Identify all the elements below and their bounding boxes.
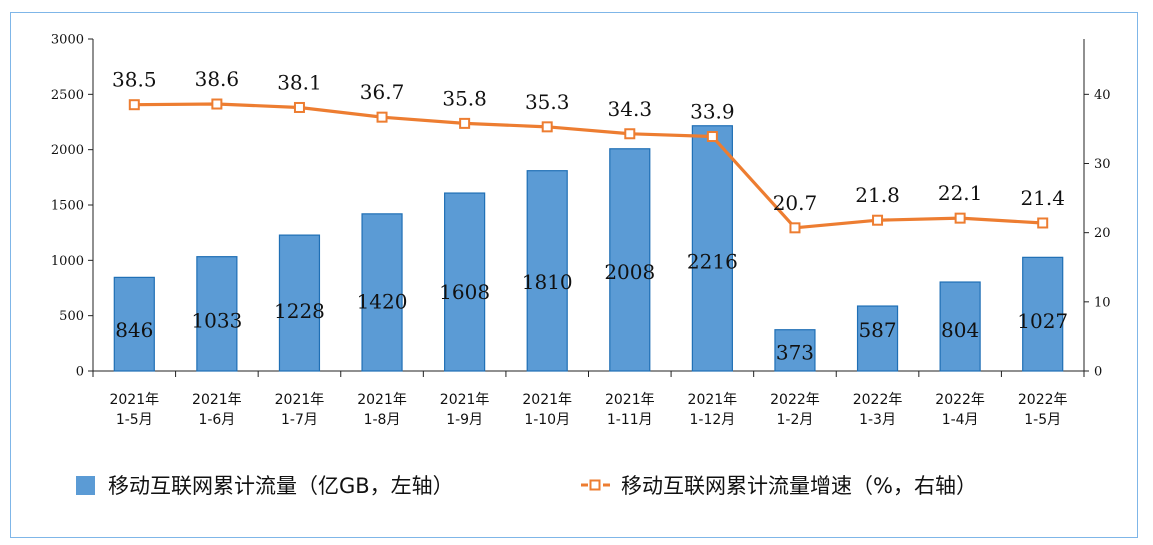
x-tick-label-period: 1-2月 — [777, 412, 814, 428]
bar-value-label: 587 — [858, 318, 896, 342]
bar — [361, 213, 403, 372]
line-value-label: 38.1 — [277, 70, 322, 94]
line-value-label: 21.8 — [855, 183, 900, 207]
bar-value-label: 1420 — [357, 289, 408, 313]
x-tick-label-year: 2021年 — [192, 392, 242, 408]
line-value-label: 36.7 — [360, 80, 405, 104]
bar-value-label: 373 — [776, 341, 814, 365]
left-tick-label: 2000 — [51, 143, 84, 158]
legend-bar-label: 移动互联网累计流量（亿GB，左轴） — [108, 474, 454, 498]
bar-value-label: 1033 — [191, 309, 242, 333]
line-point — [1037, 217, 1049, 229]
line-value-label: 34.3 — [608, 97, 653, 121]
bar — [526, 170, 568, 372]
line-point — [541, 121, 553, 133]
x-tick-label-period: 1-8月 — [364, 412, 401, 428]
line-point — [872, 214, 884, 226]
left-tick-label: 2500 — [51, 88, 84, 103]
bar — [939, 281, 981, 372]
x-tick-label-year: 2021年 — [109, 392, 159, 408]
bar — [196, 256, 238, 372]
x-tick-label-year: 2021年 — [357, 392, 407, 408]
x-tick-label-period: 1-12月 — [689, 412, 735, 428]
x-tick-label-period: 1-11月 — [607, 412, 653, 428]
x-tick-label-year: 2021年 — [688, 392, 738, 408]
bar — [444, 192, 486, 372]
x-tick-label-year: 2021年 — [440, 392, 490, 408]
legend-line-label: 移动互联网累计流量增速（%，右轴） — [621, 474, 977, 498]
line-point — [128, 99, 140, 111]
x-tick-label-year: 2021年 — [522, 392, 572, 408]
bar — [691, 125, 733, 372]
line-value-label: 33.9 — [690, 100, 735, 124]
bar-value-label: 1608 — [439, 280, 490, 304]
x-tick-label-period: 1-6月 — [198, 412, 235, 428]
x-tick-label-period: 1-5月 — [116, 412, 153, 428]
x-tick-label-year: 2022年 — [853, 392, 903, 408]
line-point — [624, 128, 636, 140]
bars — [113, 125, 1064, 372]
data-labels: 846 1033 1228 1420 1608 1810 2008 2216 373 587 804… — [112, 67, 1068, 365]
bar-value-label: 1228 — [274, 299, 325, 323]
bar — [609, 148, 651, 372]
line-point — [706, 131, 718, 143]
x-tick-label-period: 1-9月 — [446, 412, 483, 428]
bar-value-label: 2216 — [687, 250, 738, 274]
x-tick-label-year: 2022年 — [1018, 392, 1068, 408]
left-tick-label: 1000 — [51, 254, 84, 269]
line-point — [459, 117, 471, 129]
bar — [774, 329, 816, 372]
bar — [113, 276, 155, 372]
line-point — [954, 212, 966, 224]
right-tick-label: 10 — [1094, 295, 1111, 310]
legend: 移动互联网累计流量（亿GB，左轴） 移动互联网累计流量增速（%，右轴） — [76, 474, 977, 498]
x-tick-label-period: 1-7月 — [281, 412, 318, 428]
x-tick-label-year: 2022年 — [770, 392, 820, 408]
bar-value-label: 1810 — [522, 270, 573, 294]
right-tick-label: 20 — [1094, 226, 1111, 241]
line-point — [376, 111, 388, 123]
bar-value-label: 804 — [941, 318, 979, 342]
line-value-label: 35.3 — [525, 90, 570, 114]
axes: 0 500 1000 1500 2000 2500 3000 0 10 20 30 40 2021年 1-… — [51, 33, 1111, 429]
line-point — [789, 222, 801, 234]
x-tick-label-period: 1-3月 — [859, 412, 896, 428]
left-tick-label: 500 — [59, 309, 84, 324]
line-value-label: 38.6 — [195, 67, 240, 91]
x-tick-label-period: 1-10月 — [524, 412, 570, 428]
combo-chart: 0 500 1000 1500 2000 2500 3000 0 10 20 30 40 2021年 1-… — [51, 33, 1111, 499]
right-tick-label: 0 — [1094, 365, 1102, 380]
line-point — [211, 98, 223, 110]
legend-line-marker — [589, 479, 601, 491]
growth-line-path — [134, 102, 1043, 230]
x-tick-label-period: 1-4月 — [942, 412, 979, 428]
bar-value-label: 1027 — [1017, 309, 1068, 333]
bar — [1022, 256, 1064, 372]
left-tick-label: 1500 — [51, 199, 84, 214]
line-value-label: 35.8 — [442, 86, 487, 110]
x-tick-label-year: 2021年 — [275, 392, 325, 408]
line-value-label: 21.4 — [1020, 186, 1065, 210]
growth-line — [128, 98, 1049, 234]
right-tick-label: 40 — [1094, 88, 1111, 103]
legend-bar-swatch — [76, 476, 95, 495]
line-value-label: 20.7 — [773, 191, 818, 215]
left-tick-label: 0 — [76, 365, 84, 380]
left-tick-label: 3000 — [51, 33, 84, 48]
line-point — [293, 101, 305, 113]
bar — [278, 234, 321, 372]
x-tick-label-period: 1-5月 — [1024, 412, 1061, 428]
chart-frame: 0 500 1000 1500 2000 2500 3000 0 10 20 30 40 2021年 1-… — [10, 12, 1138, 538]
bar-value-label: 2008 — [604, 260, 655, 284]
x-tick-label-year: 2022年 — [935, 392, 985, 408]
bar-value-label: 846 — [115, 318, 153, 342]
x-tick-label-year: 2021年 — [605, 392, 655, 408]
line-value-label: 22.1 — [938, 181, 983, 205]
right-tick-label: 30 — [1094, 157, 1111, 172]
bar — [856, 305, 899, 372]
line-value-label: 38.5 — [112, 68, 157, 92]
